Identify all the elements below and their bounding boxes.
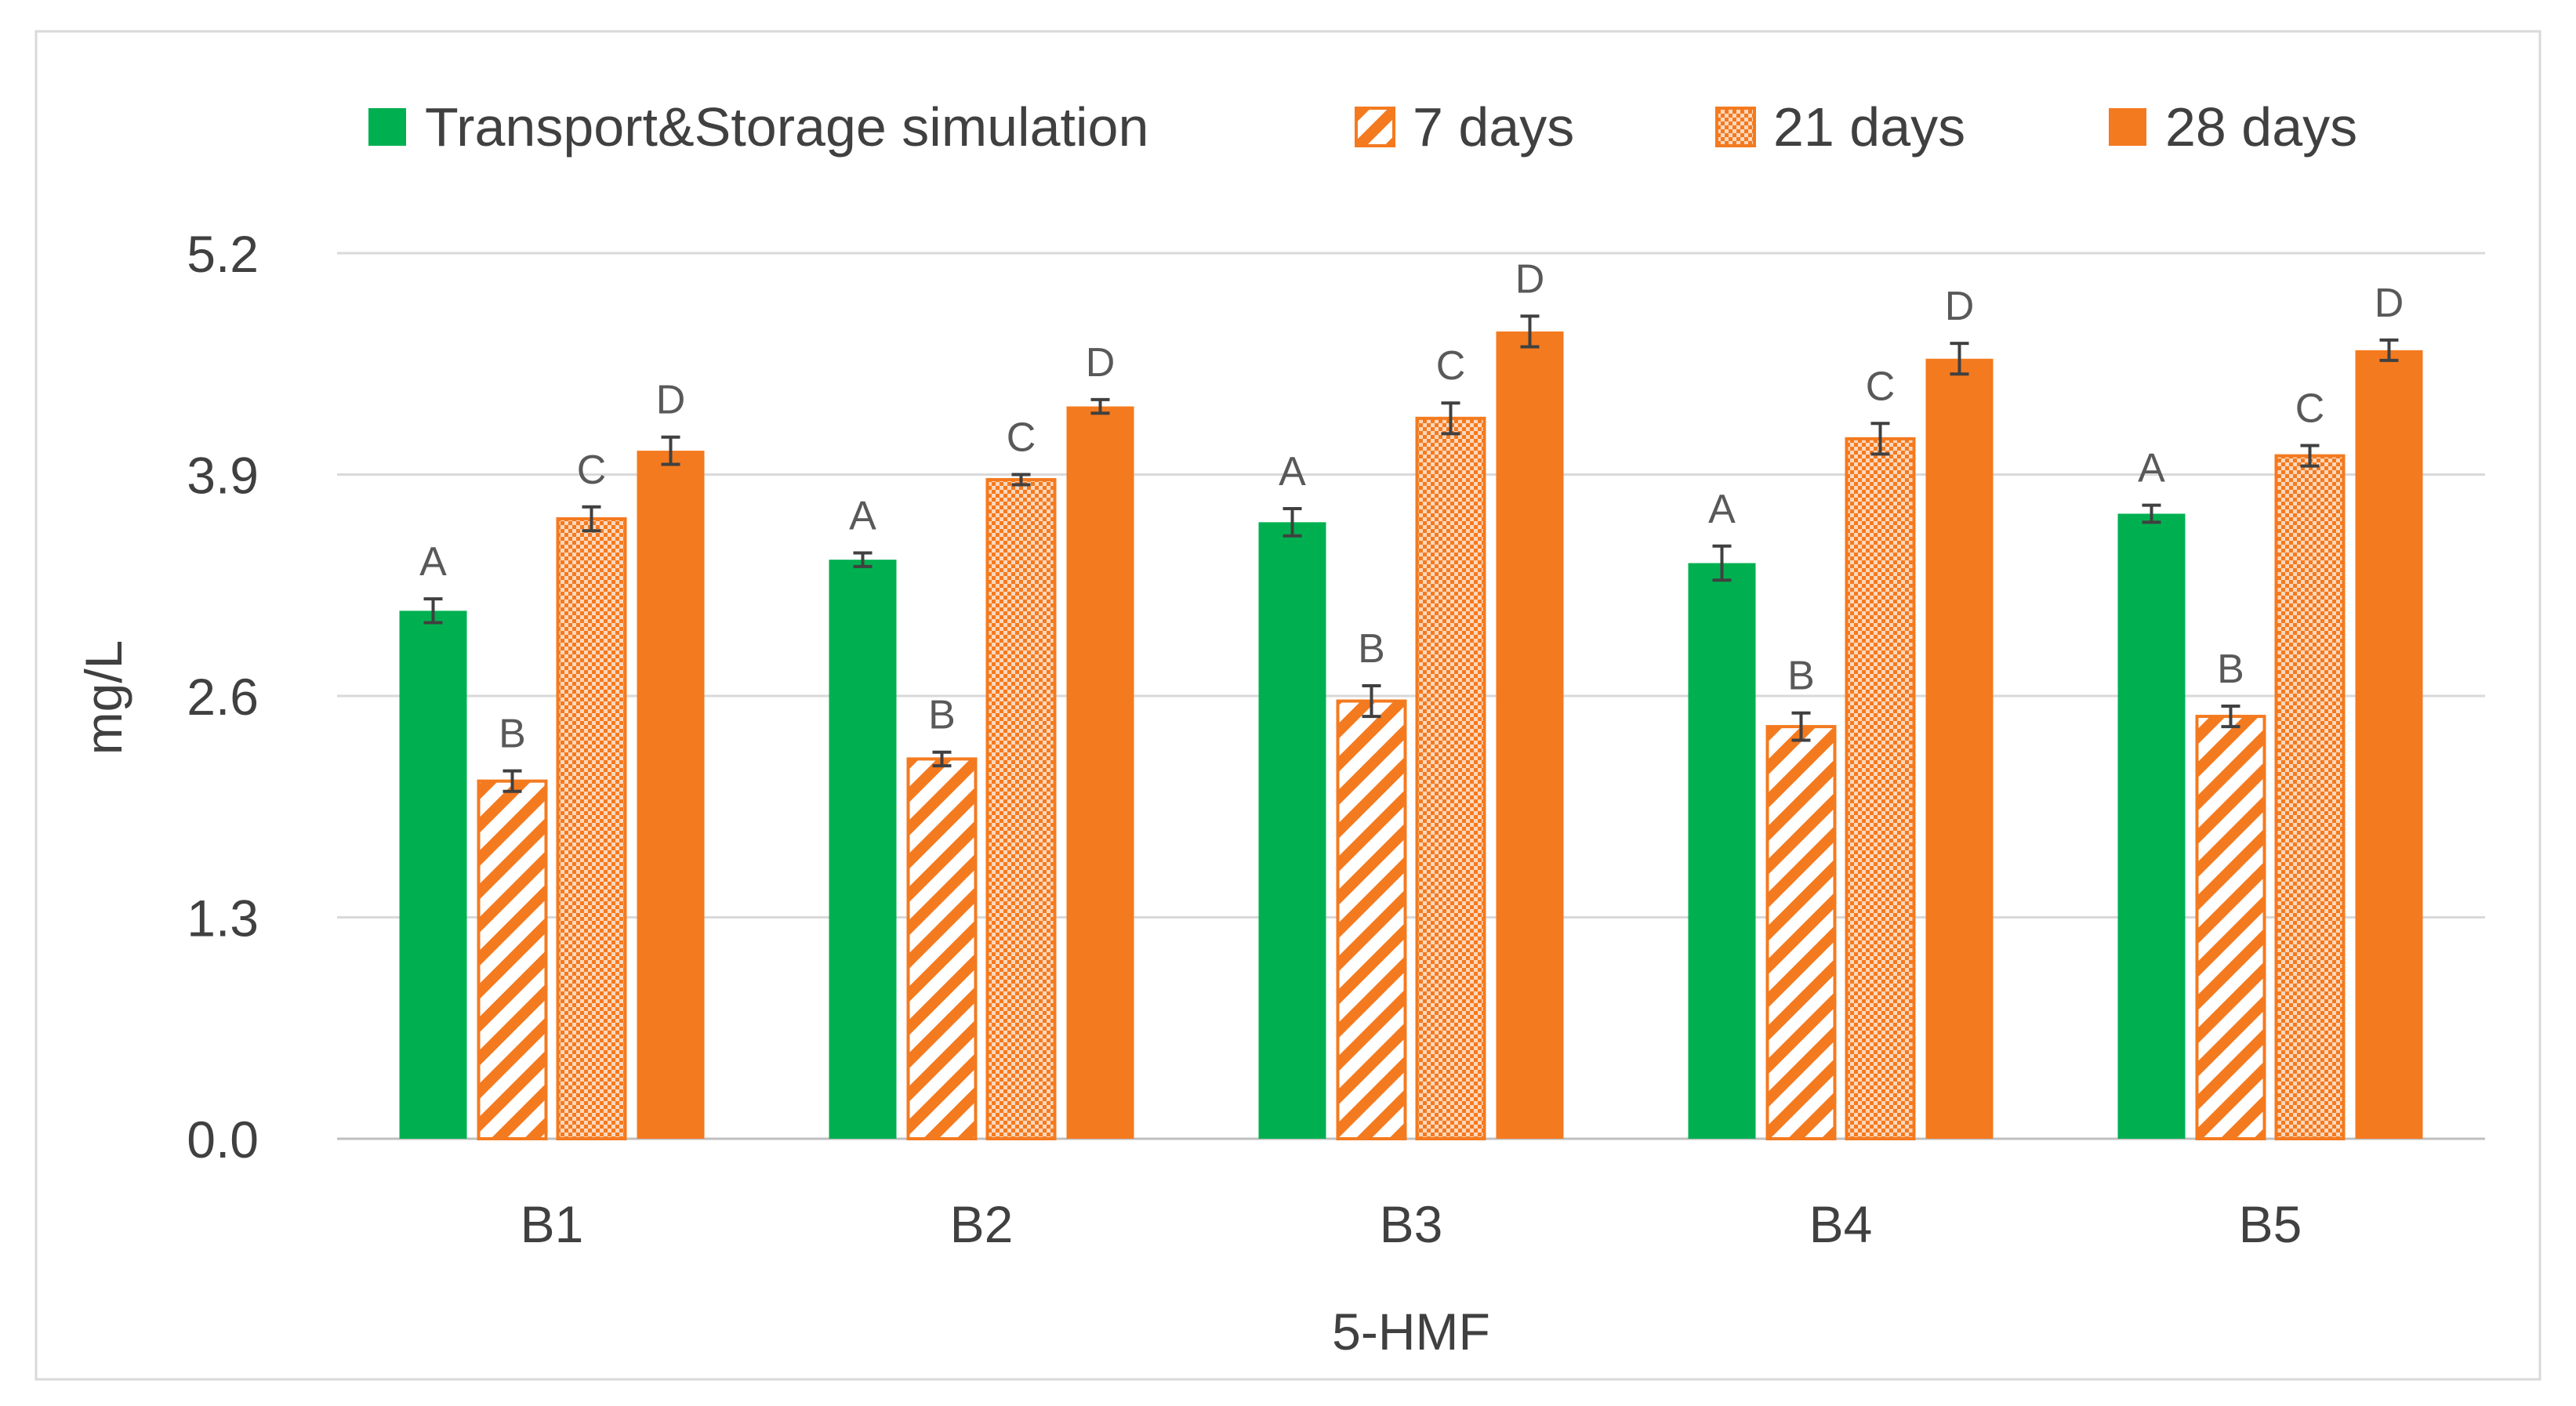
bar (1066, 406, 1134, 1139)
significance-letter: A (419, 539, 447, 585)
significance-letters: A B C D A B C D A B C D A B C D A B C D (419, 256, 2404, 756)
axis-ticks: 0.0 1.3 2.6 3.9 5.2 B1 B2 B3 B4 B5 (187, 225, 2302, 1253)
significance-letter: B (1787, 654, 1815, 699)
bar (1258, 522, 1326, 1139)
significance-letter: D (2375, 281, 2404, 326)
bar (1336, 699, 1407, 1140)
y-tick-label: 2.6 (187, 668, 259, 726)
bar (477, 779, 548, 1141)
y-tick-label: 3.9 (187, 447, 259, 505)
legend-label: Transport&Storage simulation (425, 96, 1148, 158)
x-axis-title: 5-HMF (1332, 1303, 1490, 1361)
significance-letter: C (2295, 386, 2325, 432)
legend: Transport&Storage simulation 7 days 21 day… (368, 96, 2357, 158)
bar (399, 611, 467, 1139)
bar (829, 560, 897, 1139)
bar (1925, 358, 1994, 1139)
significance-letter: C (577, 448, 607, 493)
bar (1688, 563, 1756, 1139)
significance-letter: D (1515, 256, 1545, 302)
bar (2195, 715, 2266, 1140)
x-tick-label: B3 (1380, 1195, 1443, 1253)
legend-label: 7 days (1413, 96, 1574, 158)
x-tick-label: B1 (521, 1195, 584, 1253)
y-tick-label: 0.0 (187, 1111, 259, 1169)
significance-letter: B (928, 693, 956, 738)
significance-letter: D (1945, 284, 1975, 329)
bar (2355, 350, 2423, 1140)
x-tick-label: B2 (950, 1195, 1014, 1253)
significance-letter: D (1086, 340, 1116, 386)
y-axis-title: mg/L (74, 640, 132, 756)
bar (637, 451, 705, 1139)
x-tick-label: B4 (1809, 1195, 1873, 1253)
significance-letter: B (1358, 626, 1385, 672)
legend-swatch (1355, 107, 1395, 147)
legend-label: 21 days (1773, 96, 1965, 158)
legend-label: 28 days (2165, 96, 2357, 158)
bar (2117, 513, 2186, 1139)
significance-letter: A (1708, 487, 1736, 532)
significance-letter: C (1007, 415, 1036, 461)
bar (2274, 454, 2346, 1140)
error-bars (423, 314, 2399, 793)
y-tick-label: 1.3 (187, 890, 259, 948)
x-tick-label: B5 (2239, 1195, 2302, 1253)
bars (399, 331, 2423, 1141)
bar (906, 757, 978, 1141)
legend-swatch (2109, 108, 2146, 146)
bar (1845, 437, 1916, 1140)
significance-letter: B (499, 712, 526, 757)
significance-letter: C (1436, 343, 1466, 389)
legend-swatch (368, 108, 406, 146)
significance-letter: A (849, 493, 876, 538)
significance-letter: C (1866, 364, 1896, 409)
y-tick-label: 5.2 (187, 225, 259, 283)
significance-letter: A (2138, 446, 2165, 491)
legend-swatch (1715, 107, 1756, 147)
significance-letter: A (1279, 449, 1306, 495)
bar (556, 517, 627, 1140)
bar (1496, 331, 1564, 1139)
significance-letter: D (656, 378, 686, 423)
bar (1415, 416, 1486, 1140)
significance-letter: B (2217, 647, 2244, 692)
bar (985, 478, 1057, 1140)
bar (1765, 725, 1837, 1140)
